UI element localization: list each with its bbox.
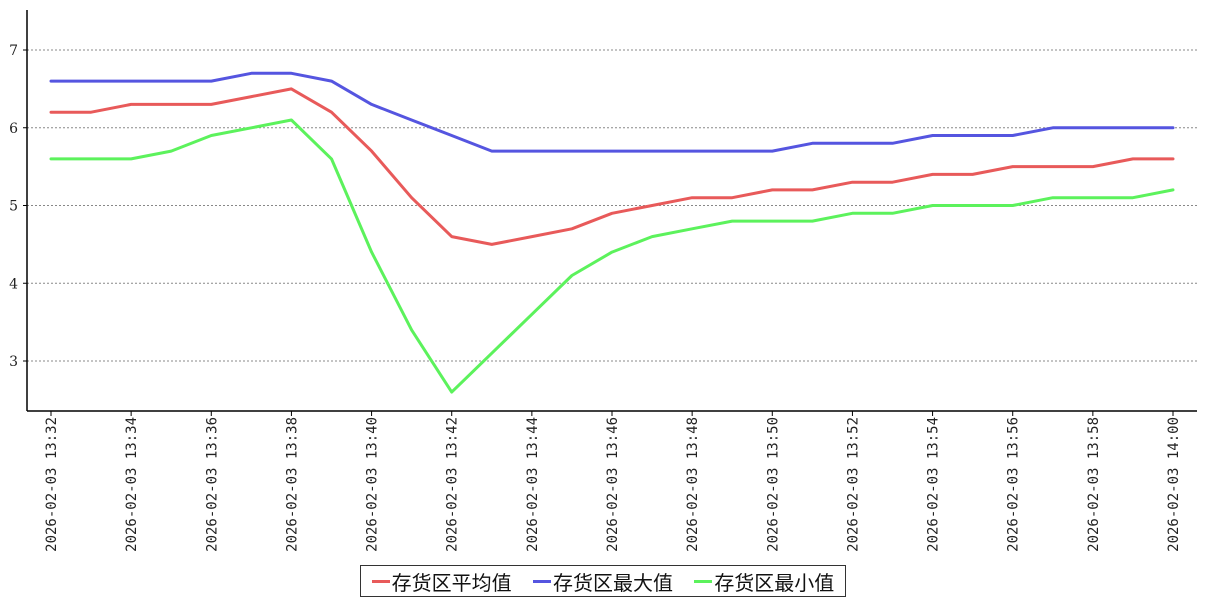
x-tick-label: 2026-02-03 13:50 (765, 417, 781, 552)
x-tick-label: 2026-02-03 14:00 (1166, 417, 1182, 552)
legend-item-max: 存货区最大值 (532, 567, 673, 596)
legend-label-avg: 存货区平均值 (391, 570, 512, 595)
series-line-min (49, 118, 1175, 394)
legend-label-max: 存货区最大值 (552, 570, 673, 595)
y-tick-label: 7 (9, 43, 18, 59)
y-tick-label: 3 (9, 354, 18, 370)
x-tick-label: 2026-02-03 13:34 (124, 417, 140, 552)
legend-item-min: 存货区最小值 (694, 567, 834, 596)
y-tick-labels: 3 4 5 6 7 (9, 43, 27, 370)
x-tick-labels: 2026-02-03 13:32 2026-02-03 13:34 2026-02-… (44, 411, 1182, 552)
series-lines (49, 71, 1175, 394)
legend-label-min: 存货区最小值 (714, 570, 835, 595)
x-tick-label: 2026-02-03 13:42 (445, 417, 461, 552)
grid-lines (27, 49, 1197, 362)
legend-swatch-max (532, 579, 551, 583)
x-tick-label: 2026-02-03 13:38 (284, 417, 300, 552)
x-tick-label: 2026-02-03 13:48 (685, 417, 701, 552)
legend-item-avg: 存货区平均值 (371, 567, 512, 596)
legend-swatch-min (694, 579, 713, 583)
x-tick-label: 2026-02-03 13:44 (525, 417, 541, 552)
x-tick-label: 2026-02-03 13:58 (1086, 417, 1102, 552)
x-tick-label: 2026-02-03 13:32 (44, 417, 60, 552)
y-tick-label: 6 (9, 121, 18, 137)
y-tick-label: 5 (9, 199, 18, 215)
series-line-max (49, 71, 1175, 153)
x-tick-label: 2026-02-03 13:56 (1006, 417, 1022, 552)
x-tick-label: 2026-02-03 13:52 (845, 417, 861, 552)
x-tick-label: 2026-02-03 13:36 (204, 417, 220, 552)
y-tick-label: 4 (9, 276, 18, 292)
x-tick-label: 2026-02-03 13:46 (605, 417, 621, 552)
x-tick-label: 2026-02-03 13:40 (365, 417, 381, 552)
series-line-avg (49, 87, 1175, 246)
legend-swatch-avg (371, 579, 390, 583)
legend: 存货区平均值 存货区最大值 存货区最小值 (360, 565, 846, 597)
axes (26, 10, 1197, 412)
x-tick-label: 2026-02-03 13:54 (926, 417, 942, 552)
